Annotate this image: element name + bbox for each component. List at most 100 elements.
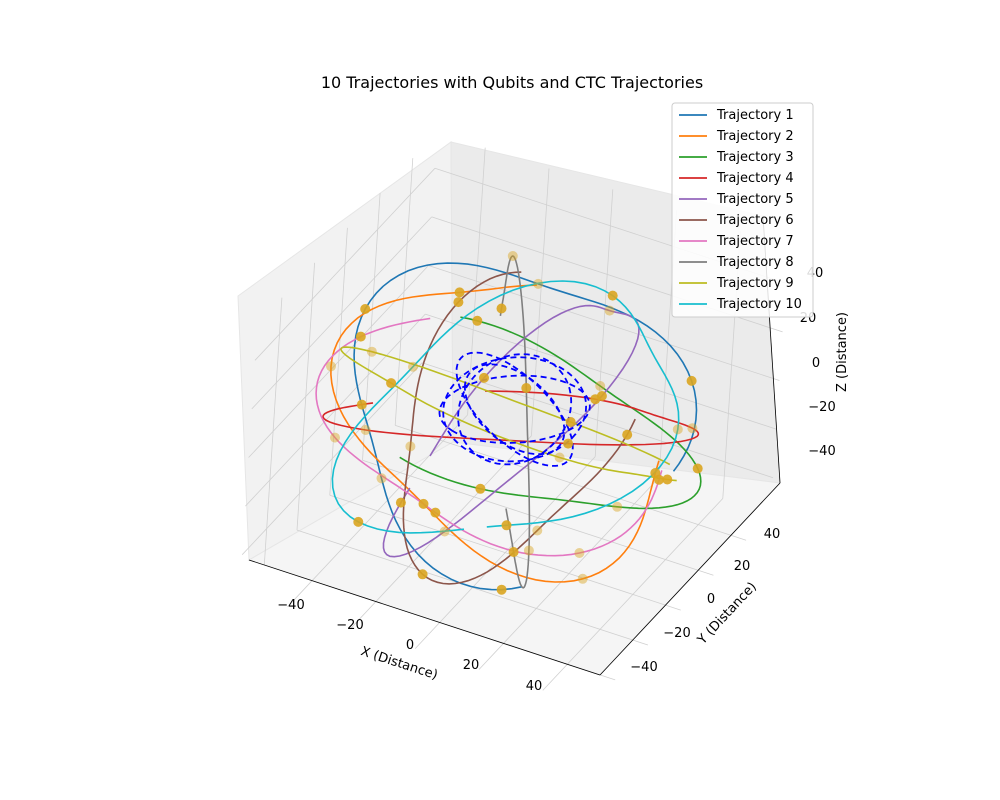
- qubit-marker: [472, 315, 483, 326]
- legend-label: Trajectory 8: [716, 255, 794, 270]
- qubit-marker: [356, 399, 367, 410]
- qubit-marker: [521, 383, 532, 393]
- x-tick-label: 20: [463, 658, 480, 673]
- trajectory-line: [322, 390, 700, 446]
- qubit-marker: [360, 304, 371, 314]
- x-tick-label: −20: [336, 618, 363, 633]
- ctc-loop: [442, 356, 588, 463]
- qubit-marker: [563, 438, 574, 449]
- trajectory-line: [315, 317, 663, 557]
- qubit-marker: [405, 441, 416, 452]
- chart-title: 10 Trajectories with Qubits and CTC Traj…: [321, 73, 703, 92]
- grid-line: [478, 477, 660, 670]
- qubit-marker: [565, 417, 576, 427]
- grid-line: [362, 459, 714, 576]
- qubit-marker: [353, 516, 364, 527]
- z-ticks: −40 −20 0 20 40: [800, 266, 836, 459]
- legend-label: Trajectory 2: [716, 129, 794, 144]
- qubit-marker: [395, 497, 406, 508]
- trajectory-line: [382, 304, 640, 558]
- grid-line: [428, 265, 780, 381]
- trajectory-line: [499, 255, 531, 589]
- trajectory-line: [340, 346, 677, 482]
- qubit-marker: [330, 432, 340, 443]
- qubit-marker: [574, 548, 585, 558]
- qubit-marker: [430, 507, 441, 518]
- z-tick-label: 0: [812, 356, 820, 371]
- qubit-marker: [360, 425, 371, 435]
- qubit-marker: [607, 290, 618, 301]
- qubit-marker: [672, 424, 683, 435]
- z-tick-label: −20: [808, 400, 835, 415]
- x-axis-line: [248, 559, 601, 676]
- qubit-marker: [507, 251, 518, 261]
- qubit-marker: [554, 452, 565, 463]
- ctc-layer: [438, 351, 591, 467]
- qubit-marker: [532, 525, 543, 536]
- grid-line: [395, 425, 747, 541]
- legend-frame: [671, 102, 814, 318]
- qubit-marker: [508, 547, 519, 557]
- legend-label: Trajectory 5: [716, 192, 794, 207]
- qubit-marker: [326, 361, 336, 372]
- qubit-marker: [453, 297, 464, 308]
- ctc-loop: [464, 363, 566, 456]
- x-axis-label: X (Distance): [359, 644, 440, 683]
- trajectory-line: [353, 262, 698, 591]
- qubit-marker: [501, 520, 512, 531]
- legend: Trajectory 1 Trajectory 2 Trajectory 3 Traj…: [671, 102, 814, 318]
- qubit-marker: [376, 473, 387, 484]
- legend-label: Trajectory 1: [716, 108, 794, 123]
- qubits-layer: [326, 251, 703, 595]
- qubit-marker: [686, 375, 697, 386]
- trajectory-line: [399, 316, 702, 510]
- qubit-marker: [408, 361, 418, 372]
- legend-label: Trajectory 4: [716, 171, 794, 186]
- grid-line: [251, 216, 432, 410]
- qubit-marker: [355, 331, 366, 342]
- x-tick-label: 0: [406, 638, 414, 653]
- qubit-marker: [595, 381, 606, 391]
- qubit-marker: [479, 372, 489, 383]
- legend-label: Trajectory 9: [716, 276, 794, 291]
- qubit-marker: [533, 278, 544, 289]
- grid-line: [394, 158, 414, 426]
- legend-label: Trajectory 7: [716, 234, 794, 249]
- y-tick-label: −20: [663, 626, 690, 641]
- z-axis-label: Z (Distance): [835, 312, 850, 392]
- grid-line: [542, 498, 724, 691]
- x-tick-label: 40: [526, 679, 543, 694]
- legend-label: Trajectory 3: [716, 150, 794, 165]
- x-ticks: −40 −20 0 20 40: [277, 598, 542, 694]
- qubit-marker: [577, 573, 588, 584]
- grid-line: [248, 265, 429, 458]
- qubit-marker: [662, 474, 673, 485]
- ctc-loop: [457, 353, 573, 466]
- qubit-marker: [475, 483, 486, 494]
- qubit-marker: [692, 463, 703, 474]
- qubit-marker: [496, 303, 507, 314]
- qubit-marker: [366, 346, 377, 357]
- y-axis-label: Y (Distance): [694, 580, 760, 649]
- y-tick-label: 0: [707, 592, 715, 607]
- qubit-marker: [417, 569, 428, 580]
- legend-label: Trajectory 6: [716, 213, 794, 228]
- qubit-marker: [496, 584, 507, 595]
- qubit-marker: [612, 501, 623, 512]
- ctc-loop: [438, 374, 591, 444]
- qubit-marker: [439, 526, 450, 537]
- qubit-marker: [523, 545, 534, 556]
- y-tick-label: −40: [630, 660, 657, 675]
- grid-line: [254, 168, 436, 361]
- qubit-marker: [386, 378, 397, 389]
- trajectory-line: [330, 284, 660, 583]
- z-tick-label: −40: [808, 444, 835, 459]
- qubit-marker: [604, 305, 615, 316]
- grid-line: [329, 494, 681, 611]
- trajectories-layer: [315, 255, 702, 591]
- y-axis-line: [599, 482, 781, 676]
- x-tick-label: −40: [277, 598, 304, 613]
- qubit-marker: [418, 498, 429, 509]
- qubit-marker: [654, 474, 664, 485]
- legend-label: Trajectory 10: [716, 297, 802, 312]
